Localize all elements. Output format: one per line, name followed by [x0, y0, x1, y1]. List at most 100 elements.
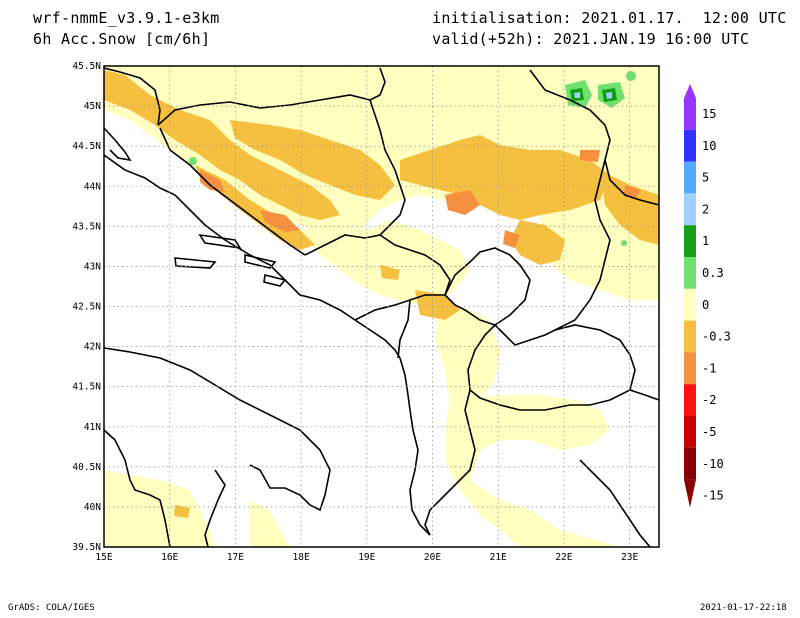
coast-greece-north — [579, 459, 651, 547]
lat-label: 42N — [84, 342, 101, 353]
snow-area-heavy-3 — [445, 190, 480, 215]
legend-label: -15 — [702, 489, 724, 503]
legend-label: -0.3 — [702, 330, 731, 344]
lat-label: 44.5N — [72, 141, 101, 152]
legend-swatch — [684, 193, 696, 226]
border-montenegro-albania — [354, 294, 445, 321]
lon-label: 15E — [95, 552, 112, 563]
island-4 — [263, 274, 287, 287]
melt-spot-3 — [621, 240, 627, 246]
border-croatia-bosnia-north — [157, 94, 376, 126]
border-serbia-bulgaria — [554, 159, 611, 331]
snow-field — [104, 66, 659, 547]
lat-label: 39.5N — [72, 542, 101, 553]
legend-swatch — [684, 257, 696, 289]
lon-label: 23E — [621, 552, 638, 563]
coastlines-borders — [104, 67, 659, 547]
lat-label: 41N — [84, 422, 101, 433]
snow-area-heavy-1 — [200, 170, 225, 192]
legend-arrow-up — [684, 84, 696, 98]
snow-area-montenegro — [300, 220, 470, 305]
border-albania-greece — [424, 389, 476, 536]
lat-label: 40.5N — [72, 462, 101, 473]
snow-area-croatia — [104, 70, 340, 220]
legend-label: 0 — [702, 298, 709, 312]
lat-label: 41.5N — [72, 382, 101, 393]
melt-area-blue-2 — [606, 92, 612, 99]
legend-swatch — [684, 352, 696, 385]
lon-label: 16E — [161, 552, 178, 563]
melt-spot-1 — [626, 71, 636, 81]
legend-label: 5 — [702, 171, 709, 185]
legend-swatch — [684, 129, 696, 162]
graticule — [104, 66, 659, 547]
coast-dalmatia — [104, 154, 401, 359]
legend-swatch — [684, 288, 696, 321]
coast-italy-heel — [104, 429, 171, 547]
coast-albania — [399, 357, 431, 536]
border-albania-west — [397, 299, 411, 359]
legend-label: -2 — [702, 393, 716, 407]
lon-label: 20E — [424, 552, 441, 563]
snow-area-greece-north — [445, 395, 620, 547]
lat-label: 44N — [84, 181, 101, 192]
legend-label: 0.3 — [702, 266, 724, 280]
border-montenegro-serbia — [379, 234, 451, 296]
snow-area-italy-south — [250, 500, 290, 547]
border-bosnia-serbia — [374, 114, 406, 236]
legend-swatch — [684, 225, 696, 257]
lon-label: 21E — [490, 552, 507, 563]
melt-spot-2 — [189, 157, 197, 165]
lat-label: 40N — [84, 502, 101, 513]
snow-area-serbia-south — [510, 220, 565, 265]
coast-italy-east — [104, 347, 331, 512]
snow-light-areas — [104, 66, 659, 547]
legend-swatch — [684, 384, 696, 416]
island-2 — [244, 253, 277, 269]
field-title: 6h Acc.Snow [cm/6h] — [33, 30, 211, 48]
valid-time: valid(+52h): 2021.JAN.19 16:00 UTC — [432, 30, 750, 48]
legend-label: 1 — [702, 234, 709, 248]
lon-label: 19E — [358, 552, 375, 563]
snow-area-north — [104, 66, 659, 250]
snow-area-albania-2 — [415, 290, 460, 320]
legend-label: 2 — [702, 202, 709, 216]
lon-label: 17E — [227, 552, 244, 563]
legend-swatch — [684, 447, 696, 480]
coast-italy-south — [204, 469, 226, 547]
lon-label: 22E — [555, 552, 572, 563]
border-bulgaria-greece — [629, 389, 659, 401]
border-serbia-romania — [529, 69, 659, 206]
lat-label: 43.5N — [72, 221, 101, 232]
lat-label: 42.5N — [72, 302, 101, 313]
lat-label: 43N — [84, 261, 101, 272]
legend-label: 10 — [702, 139, 716, 153]
melt-area-blue — [574, 92, 580, 98]
legend-arrow-down — [684, 479, 696, 508]
snow-area-albania — [435, 300, 500, 430]
border-bosnia-montenegro — [304, 234, 381, 256]
snow-area-heavy-4 — [503, 230, 520, 248]
legend-swatch — [684, 161, 696, 194]
longitude-labels: 15E 16E 17E 18E 19E 20E 21E 22E 23E — [95, 552, 638, 563]
border-serbia-north — [369, 67, 386, 101]
legend-label: -5 — [702, 425, 716, 439]
snow-area-bosnia — [230, 120, 395, 200]
border-slovenia-croatia — [104, 67, 161, 126]
snow-area-italy-2 — [174, 505, 190, 518]
init-time: initialisation: 2021.01.17. 12:00 UTC — [432, 9, 787, 27]
coast-croatia-istria — [104, 127, 132, 162]
legend-label: 15 — [702, 107, 716, 121]
snow-area-serbia — [400, 135, 610, 220]
snow-area-heavy-6 — [580, 150, 600, 162]
latitude-labels: 45.5N 45N 44.5N 44N 43.5N 43N 42.5N 42N 41.5N 41N… — [72, 61, 101, 553]
border-croatia-bosnia-south — [159, 127, 306, 256]
snow-area-montenegro-2 — [380, 265, 400, 280]
legend-label: -10 — [702, 457, 724, 471]
map-frame — [103, 65, 660, 548]
island-1 — [198, 233, 242, 250]
footer-grads-credit: GrADS: COLA/IGES — [8, 603, 95, 613]
legend-swatch — [684, 98, 696, 130]
footer-timestamp: 2021-01-17-22:18 — [700, 603, 787, 613]
